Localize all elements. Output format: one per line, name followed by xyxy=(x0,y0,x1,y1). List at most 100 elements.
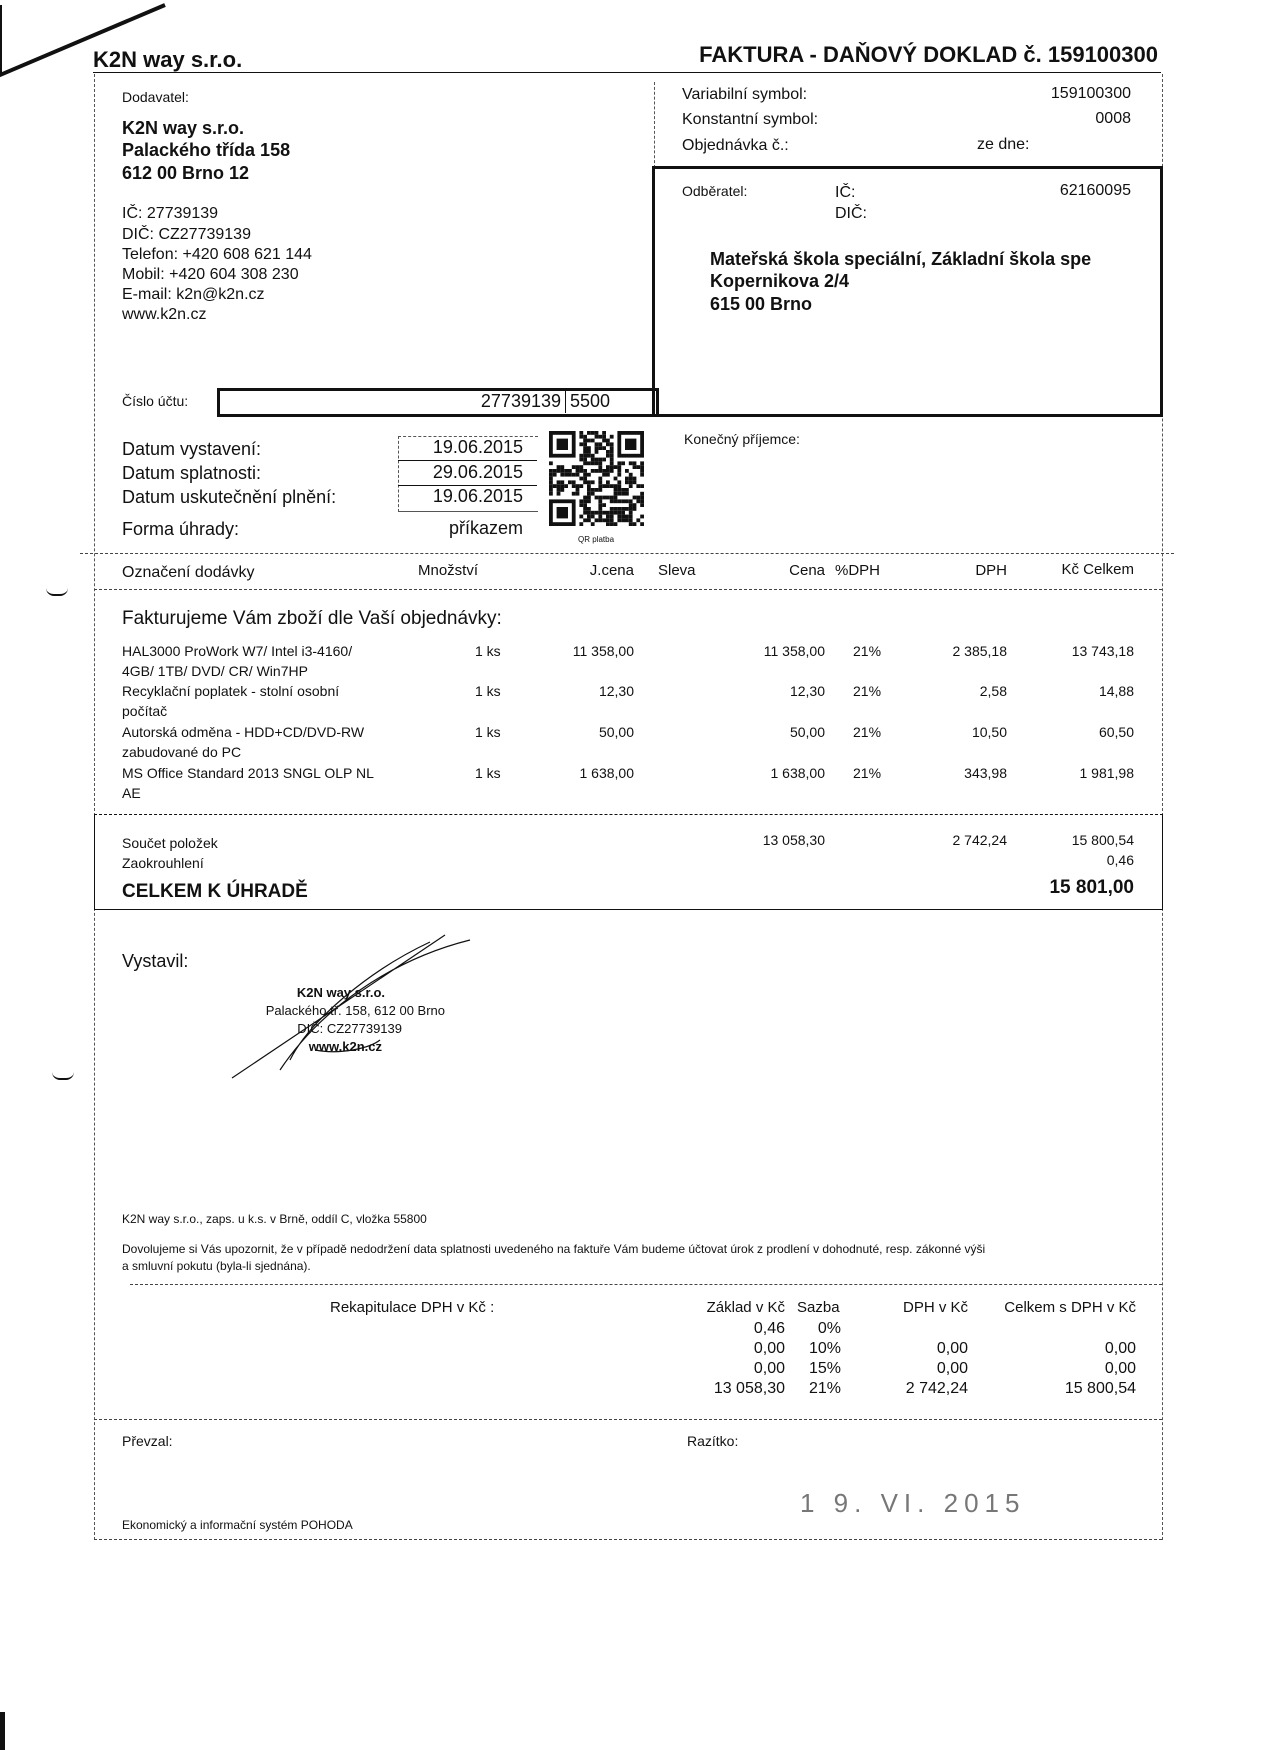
variable-symbol-label: Variabilní symbol: xyxy=(682,86,808,103)
col-price: Cena xyxy=(789,562,825,579)
dates-divider xyxy=(398,485,537,486)
customer-ic-value: 62160095 xyxy=(1059,182,1131,199)
col-discount: Sleva xyxy=(658,562,696,579)
bank-code: 5500 xyxy=(570,391,611,411)
stamp-label: Razítko: xyxy=(687,1433,739,1449)
supplier-name: K2N way s.r.o. xyxy=(122,118,245,138)
sum-total: 15 800,54 xyxy=(1071,832,1134,848)
item-vat: 343,98 xyxy=(964,765,1007,781)
col-vat: DPH xyxy=(975,562,1007,579)
supplier-city: 612 00 Brno 12 xyxy=(122,163,250,183)
customer-name-clip: Mateřská škola speciální, Základní škola… xyxy=(710,249,1132,271)
qr-payment-code xyxy=(549,431,644,526)
item-vat: 10,50 xyxy=(971,724,1007,740)
col-total: Kč Celkem xyxy=(1061,561,1134,578)
recap-rate: 15% xyxy=(808,1360,841,1377)
item-description-cont: počítač xyxy=(122,703,168,719)
col-item: Označení dodávky xyxy=(122,564,255,581)
stamp-line: www.k2n.cz xyxy=(308,1039,382,1054)
supplier-street: Palackého třída 158 xyxy=(122,140,291,160)
recap-rate: 0% xyxy=(817,1320,841,1337)
recap-vat: 0,00 xyxy=(936,1340,968,1357)
signature xyxy=(231,934,471,1079)
table-top-line xyxy=(80,553,1174,554)
recap-base: 0,46 xyxy=(753,1320,785,1337)
recap-bottom-line xyxy=(94,1419,1162,1420)
item-qty: 1 ks xyxy=(475,683,501,699)
item-price: 11 358,00 xyxy=(763,643,825,659)
received-date-stamp: 1 9. VI. 2015 xyxy=(800,1488,1026,1518)
item-price: 12,30 xyxy=(789,683,825,699)
recap-col-base: Základ v Kč xyxy=(706,1299,785,1316)
item-vat: 2,58 xyxy=(979,683,1007,699)
customer-dic-label: DIČ: xyxy=(835,205,867,222)
account-separator xyxy=(565,391,566,413)
supplier-web: www.k2n.cz xyxy=(122,306,207,323)
item-vat-rate: 21% xyxy=(853,643,882,659)
sum-vat: 2 742,24 xyxy=(952,832,1008,848)
taxable-date-label: Datum uskutečnění plnění: xyxy=(122,487,337,507)
supplier-label: Dodavatel: xyxy=(122,89,189,105)
company-name: K2N way s.r.o. xyxy=(93,47,243,72)
registry-note: K2N way s.r.o., zaps. u k.s. v Brně, odd… xyxy=(122,1212,427,1226)
recap-total: 0,00 xyxy=(1104,1360,1136,1377)
customer-label: Odběratel: xyxy=(682,183,748,199)
recap-base: 0,00 xyxy=(753,1360,785,1377)
item-description-cont: AE xyxy=(122,785,141,801)
item-price: 50,00 xyxy=(789,724,825,740)
item-vat-rate: 21% xyxy=(853,724,882,740)
recap-vat: 0,00 xyxy=(936,1360,968,1377)
customer-street: Kopernikova 2/4 xyxy=(710,271,850,291)
invoice-intro: Fakturujeme Vám zboží dle Vaší objednávk… xyxy=(122,608,502,629)
item-description: Autorská odměna - HDD+CD/DVD-RW xyxy=(122,724,365,740)
recap-col-total: Celkem s DPH v Kč xyxy=(1004,1299,1136,1316)
item-total: 60,50 xyxy=(1098,724,1134,740)
sum-price: 13 058,30 xyxy=(762,832,825,848)
qr-label: QR platba xyxy=(578,535,615,544)
rounding-value: 0,46 xyxy=(1106,852,1134,868)
account-box xyxy=(217,388,659,417)
recap-col-vat: DPH v Kč xyxy=(902,1299,968,1316)
variable-symbol-value: 159100300 xyxy=(1050,85,1131,102)
issued-by-label: Vystavil: xyxy=(122,951,189,971)
left-border xyxy=(94,74,95,1540)
recap-rate: 21% xyxy=(808,1380,841,1397)
column-divider xyxy=(654,82,655,168)
col-unit-price: J.cena xyxy=(589,562,634,579)
document-title: FAKTURA - DAŇOVÝ DOKLAD č. 159100300 xyxy=(699,42,1158,67)
stamp-line: Palackého tř. 158, 612 00 Brno xyxy=(265,1003,445,1018)
item-total: 13 743,18 xyxy=(1071,643,1134,659)
col-qty: Množství xyxy=(418,562,479,579)
stamp-line: DIČ: CZ27739139 xyxy=(297,1021,402,1036)
bottom-line xyxy=(94,1539,1162,1540)
customer-box xyxy=(652,166,1163,417)
taxable-date: 19.06.2015 xyxy=(432,486,523,506)
order-date-label: ze dne: xyxy=(977,136,1030,153)
due-date: 29.06.2015 xyxy=(432,462,523,482)
supplier-mobile: Mobil: +420 604 308 230 xyxy=(122,266,299,283)
recap-col-rate: Sazba xyxy=(797,1299,840,1316)
customer-city: 615 00 Brno xyxy=(710,294,813,314)
issued-date: 19.06.2015 xyxy=(432,437,523,457)
col-vat-rate: %DPH xyxy=(835,562,881,579)
dates-divider xyxy=(398,460,537,461)
table-header-line xyxy=(94,589,1162,590)
item-vat: 2 385,18 xyxy=(952,643,1008,659)
header-divider xyxy=(93,72,1161,73)
final-recipient-label: Konečný příjemce: xyxy=(684,431,800,447)
folded-corner-mark xyxy=(0,3,166,78)
recap-total: 0,00 xyxy=(1104,1340,1136,1357)
recap-total: 15 800,54 xyxy=(1064,1380,1136,1397)
scan-mark xyxy=(40,0,41,1)
recap-top-line xyxy=(130,1284,1162,1285)
amount-due: 15 801,00 xyxy=(1049,877,1134,898)
amount-due-label: CELKEM K ÚHRADĚ xyxy=(122,881,308,902)
item-unit-price: 11 358,00 xyxy=(572,643,634,659)
supplier-ic: IČ: 27739139 xyxy=(122,205,219,222)
issued-date-label: Datum vystavení: xyxy=(122,439,262,459)
recap-base: 0,00 xyxy=(753,1340,785,1357)
payment-notice: Dovolujeme si Vás upozornit, že v případ… xyxy=(122,1242,986,1256)
hole-mark xyxy=(46,588,68,596)
supplier-phone: Telefon: +420 608 621 144 xyxy=(122,246,312,263)
recap-rate: 10% xyxy=(808,1340,841,1357)
